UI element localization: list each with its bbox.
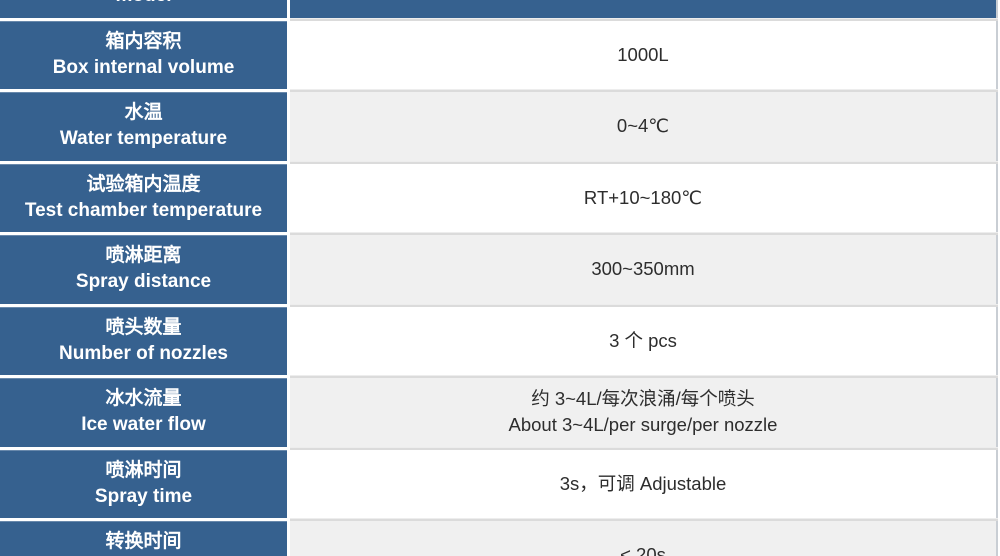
label-zh: 转换时间 bbox=[105, 531, 182, 553]
spec-label-cell: 转换时间 bbox=[0, 521, 287, 556]
label-en: Test chamber temperature bbox=[24, 199, 263, 221]
table-row-ice-water-flow: 冰水流量 Ice water flow 约 3~4L/每次浪涌/每个喷头 Abo… bbox=[0, 378, 1000, 447]
value-line: < 20s bbox=[620, 544, 666, 556]
label-en: model bbox=[116, 0, 172, 9]
table-row-spray-distance: 喷淋距离 Spray distance 300~350mm bbox=[0, 235, 1000, 304]
label-zh: 喷头数量 bbox=[105, 316, 182, 338]
spec-value-cell: 约 3~4L/每次浪涌/每个喷头 About 3~4L/per surge/pe… bbox=[290, 378, 998, 447]
spec-value-cell bbox=[290, 0, 998, 18]
table-row-chamber-temperature: 试验箱内温度 Test chamber temperature RT+10~18… bbox=[0, 163, 1000, 232]
spec-value-cell: 3 个 pcs bbox=[290, 306, 998, 375]
spec-label-cell: 喷淋时间 Spray time bbox=[0, 449, 287, 518]
table-row-water-temperature: 水温 Water temperature 0~4℃ bbox=[0, 92, 1000, 161]
value-line: 0~4℃ bbox=[616, 115, 670, 137]
value-line: 300~350mm bbox=[591, 258, 695, 280]
spec-label-cell: 喷淋距离 Spray distance bbox=[0, 235, 287, 304]
column-divider bbox=[287, 306, 290, 375]
spec-value-cell: < 20s bbox=[290, 521, 998, 556]
label-en: Water temperature bbox=[59, 128, 228, 150]
value-line-2: About 3~4L/per surge/per nozzle bbox=[508, 414, 778, 436]
value-line: 3s，可调 Adjustable bbox=[559, 472, 727, 494]
table-row-box-volume: 箱内容积 Box internal volume 1000L bbox=[0, 20, 1000, 89]
label-zh: 箱内容积 bbox=[105, 30, 182, 52]
label-zh: 试验箱内温度 bbox=[86, 173, 201, 195]
label-en: Spray distance bbox=[75, 271, 212, 293]
table-row-conversion-time: 转换时间 < 20s bbox=[0, 521, 1000, 556]
column-divider bbox=[287, 449, 290, 518]
spec-label-cell: 水温 Water temperature bbox=[0, 92, 287, 161]
label-en: Spray time bbox=[94, 485, 193, 507]
value-line: 约 3~4L/每次浪涌/每个喷头 bbox=[531, 388, 755, 410]
spec-label-cell: 试验箱内温度 Test chamber temperature bbox=[0, 163, 287, 232]
label-en: Number of nozzles bbox=[59, 342, 228, 364]
spec-label-cell: 冰水流量 Ice water flow bbox=[0, 378, 287, 447]
label-zh: 水温 bbox=[124, 102, 163, 124]
label-zh: 喷淋距离 bbox=[105, 245, 182, 267]
spec-label-cell: 箱内容积 Box internal volume bbox=[0, 20, 287, 89]
column-divider bbox=[287, 92, 290, 161]
label-en: Box internal volume bbox=[52, 56, 235, 78]
label-en: Ice water flow bbox=[81, 414, 206, 436]
column-divider bbox=[287, 235, 290, 304]
table-row-nozzle-count: 喷头数量 Number of nozzles 3 个 pcs bbox=[0, 306, 1000, 375]
spec-value-cell: RT+10~180℃ bbox=[290, 163, 998, 232]
spec-value-cell: 0~4℃ bbox=[290, 92, 998, 161]
table-row-model: model bbox=[0, 0, 1000, 18]
spec-value-cell: 300~350mm bbox=[290, 235, 998, 304]
spec-label-cell: 喷头数量 Number of nozzles bbox=[0, 306, 287, 375]
column-divider bbox=[287, 521, 290, 556]
value-line: 3 个 pcs bbox=[609, 329, 677, 351]
column-divider bbox=[287, 20, 290, 89]
spec-value-cell: 3s，可调 Adjustable bbox=[290, 449, 998, 518]
label-zh: 冰水流量 bbox=[105, 388, 182, 410]
label-zh: 喷淋时间 bbox=[105, 459, 182, 481]
spec-value-cell: 1000L bbox=[290, 20, 998, 89]
column-divider bbox=[287, 163, 290, 232]
value-line: RT+10~180℃ bbox=[583, 186, 703, 208]
column-divider bbox=[287, 378, 290, 447]
value-line: 1000L bbox=[617, 43, 669, 65]
column-divider bbox=[287, 0, 290, 18]
table-row-spray-time: 喷淋时间 Spray time 3s，可调 Adjustable bbox=[0, 449, 1000, 518]
spec-label-cell: model bbox=[0, 0, 287, 18]
